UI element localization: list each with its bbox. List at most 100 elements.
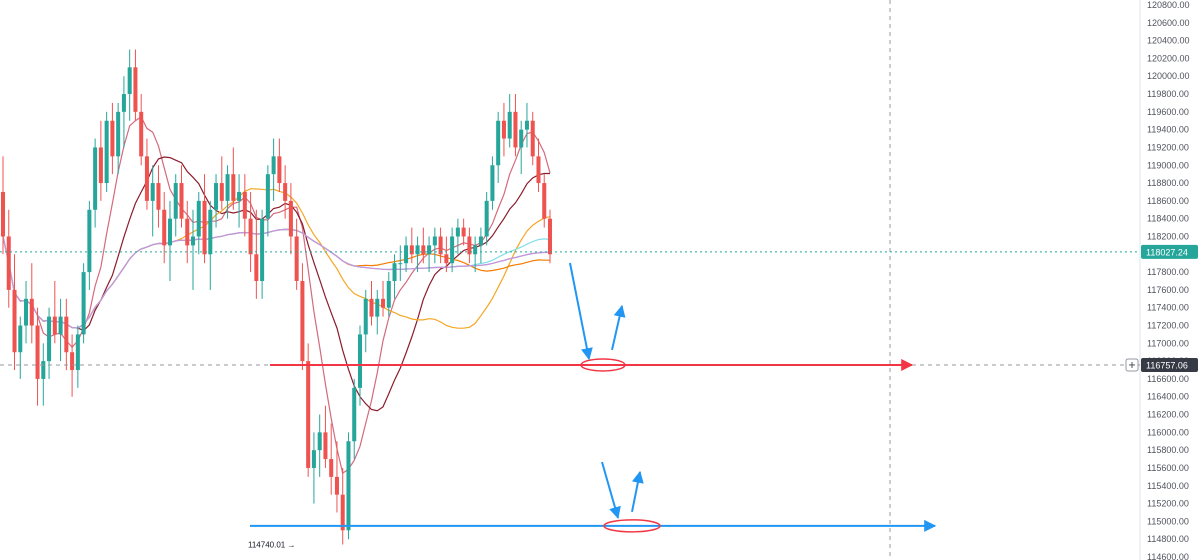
candle-body — [334, 476, 339, 495]
candle-body — [167, 218, 172, 246]
add-alert-button[interactable] — [1125, 358, 1139, 372]
candle-body — [352, 387, 357, 442]
candle-body — [398, 263, 403, 265]
y-tick-label: 115800.00 — [1147, 445, 1189, 455]
candle-body — [415, 245, 420, 255]
candle-body — [461, 227, 466, 237]
candle-body — [519, 129, 524, 148]
candle-body — [219, 183, 224, 201]
price-badges: 118027.24 116757.06 — [1125, 244, 1198, 372]
candle-body — [496, 120, 501, 166]
candle-body — [363, 298, 368, 335]
candle-body — [513, 111, 518, 148]
candle-body — [288, 200, 293, 237]
candle-body — [392, 263, 397, 281]
y-tick-label: 119800.00 — [1147, 89, 1189, 99]
candle-body — [260, 218, 265, 281]
candle-body — [536, 156, 541, 184]
candle-body — [409, 245, 414, 255]
candle-body — [381, 298, 386, 308]
candle-body — [427, 245, 432, 255]
candle-body — [116, 111, 121, 157]
candle-body — [530, 120, 535, 157]
candle-body — [93, 147, 98, 210]
candle-body — [248, 218, 253, 255]
candle-body — [64, 316, 69, 353]
y-tick-label: 119000.00 — [1147, 160, 1189, 170]
y-tick-label: 120400.00 — [1147, 36, 1190, 46]
candle-body — [225, 174, 230, 201]
y-tick-label: 117400.00 — [1147, 303, 1189, 313]
candle-body — [294, 236, 299, 281]
candle-body — [214, 183, 219, 210]
candle-body — [317, 432, 322, 451]
candle-body — [173, 183, 178, 219]
y-tick-label: 115000.00 — [1147, 516, 1189, 526]
candle-body — [357, 334, 363, 388]
candle-body — [277, 156, 282, 184]
y-tick-label: 119600.00 — [1147, 107, 1189, 117]
y-tick-label: 114800.00 — [1147, 534, 1189, 544]
candle-body — [421, 245, 426, 255]
candle-body — [185, 218, 190, 246]
candle-body — [190, 236, 196, 246]
y-tick-label: 120200.00 — [1147, 53, 1190, 63]
candle-body — [311, 450, 316, 468]
low-price-label: 114740.01 → — [248, 541, 295, 550]
current-price-value: 118027.24 — [1146, 247, 1188, 257]
candle-body — [133, 67, 138, 112]
candle-body — [242, 191, 247, 219]
candle-body — [196, 200, 201, 237]
arrow-up-blue-target — [631, 470, 644, 513]
candle-body — [52, 316, 57, 335]
candle-body — [484, 200, 489, 237]
y-tick-label: 118200.00 — [1147, 231, 1189, 241]
candle-body — [450, 236, 455, 264]
candle-body — [473, 245, 478, 255]
y-tick-label: 120600.00 — [1147, 18, 1190, 28]
candle-body — [35, 325, 40, 379]
y-tick-label: 114600.00 — [1147, 552, 1189, 560]
y-tick-label: 118800.00 — [1147, 178, 1189, 188]
candle-body — [340, 494, 345, 531]
candle-body — [323, 432, 328, 460]
candle-body — [58, 316, 63, 335]
y-tick-label: 115200.00 — [1147, 499, 1189, 509]
moving-averages — [2, 116, 551, 475]
candle-body — [87, 209, 92, 273]
candle-body — [162, 209, 167, 246]
candle-body — [524, 120, 529, 130]
candle-body — [346, 441, 351, 531]
candle-body — [300, 281, 305, 362]
y-tick-label: 116400.00 — [1147, 392, 1189, 402]
candle-body — [6, 236, 11, 290]
y-tick-label: 116200.00 — [1147, 410, 1189, 420]
candle-body — [547, 218, 553, 255]
arrow-down-blue-target — [601, 461, 621, 519]
y-tick-label: 117000.00 — [1147, 338, 1189, 348]
y-tick-label: 116600.00 — [1147, 374, 1189, 384]
candle-body — [47, 316, 52, 362]
candle-body — [156, 183, 161, 210]
candle-body — [202, 200, 207, 255]
candle-body — [490, 165, 495, 201]
y-tick-label: 115600.00 — [1147, 463, 1189, 473]
candle-body — [432, 236, 437, 246]
crosshair-price-value: 116757.06 — [1146, 360, 1188, 370]
candle-body — [70, 352, 75, 371]
candle-body — [12, 289, 17, 353]
candle-body — [507, 111, 512, 139]
candle-body — [0, 191, 6, 237]
candle-body — [110, 120, 115, 157]
candle-body — [369, 298, 374, 317]
y-tick-label: 120000.00 — [1147, 71, 1190, 81]
candle-body — [231, 174, 236, 201]
y-tick-label: 118400.00 — [1147, 214, 1189, 224]
candles — [0, 49, 553, 545]
candle-body — [127, 67, 132, 95]
y-tick-label: 120800.00 — [1147, 0, 1190, 10]
arrow-up-red-target — [611, 304, 626, 351]
